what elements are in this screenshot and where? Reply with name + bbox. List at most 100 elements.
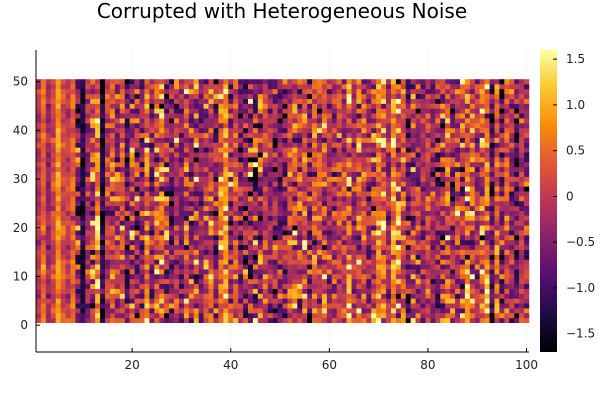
heatmap-cell bbox=[208, 123, 214, 129]
heatmap-cell bbox=[519, 303, 525, 309]
heatmap-cell bbox=[450, 123, 456, 129]
heatmap-cell bbox=[267, 127, 273, 134]
heatmap-cell bbox=[410, 123, 416, 129]
heatmap-cell bbox=[519, 127, 525, 134]
heatmap-cell bbox=[410, 254, 416, 260]
heatmap-cell bbox=[464, 152, 471, 158]
heatmap-cell bbox=[435, 137, 441, 143]
heatmap-cell bbox=[45, 113, 52, 119]
heatmap-cell bbox=[124, 235, 130, 241]
heatmap-cell bbox=[287, 98, 293, 104]
heatmap-cell bbox=[410, 181, 416, 187]
heatmap-cell bbox=[183, 269, 190, 275]
heatmap-cell bbox=[312, 259, 318, 265]
heatmap-cell bbox=[40, 274, 47, 280]
heatmap-cell bbox=[297, 235, 303, 241]
heatmap-cell bbox=[267, 196, 273, 202]
heatmap-cell bbox=[262, 147, 268, 153]
heatmap-cell bbox=[509, 127, 515, 134]
heatmap-cell bbox=[139, 166, 145, 173]
heatmap-cell bbox=[198, 171, 204, 177]
heatmap-cell bbox=[361, 152, 367, 158]
heatmap-cell bbox=[134, 79, 140, 85]
heatmap-cell bbox=[312, 98, 318, 104]
heatmap-cell bbox=[262, 98, 268, 104]
heatmap-cell bbox=[139, 313, 145, 319]
heatmap-cell bbox=[405, 220, 411, 226]
heatmap-cell bbox=[287, 288, 293, 294]
heatmap-cell bbox=[267, 137, 273, 143]
heatmap-cell bbox=[425, 196, 431, 202]
heatmap-cell bbox=[40, 152, 47, 158]
heatmap-cell bbox=[455, 118, 461, 124]
heatmap-cell bbox=[361, 230, 367, 236]
heatmap-cell bbox=[504, 171, 510, 177]
heatmap-cell bbox=[233, 215, 239, 221]
heatmap-cell bbox=[178, 176, 185, 182]
heatmap-cell bbox=[60, 225, 66, 231]
heatmap-cell bbox=[188, 210, 195, 216]
heatmap-cell bbox=[351, 274, 357, 280]
heatmap-cell bbox=[464, 196, 471, 202]
heatmap-cell bbox=[109, 123, 116, 129]
heatmap-cell bbox=[85, 171, 91, 177]
heatmap-cell bbox=[100, 205, 106, 211]
heatmap-cell bbox=[435, 84, 441, 90]
heatmap-cell bbox=[282, 157, 288, 163]
heatmap-cell bbox=[489, 132, 495, 138]
heatmap-cell bbox=[149, 215, 155, 221]
heatmap-cell bbox=[312, 186, 318, 192]
heatmap-cell bbox=[435, 88, 441, 95]
heatmap-cell bbox=[450, 79, 456, 85]
heatmap-cell bbox=[386, 166, 392, 173]
heatmap-cell bbox=[341, 162, 347, 168]
heatmap-cell bbox=[415, 147, 421, 153]
heatmap-cell bbox=[395, 220, 402, 226]
heatmap-cell bbox=[361, 313, 367, 319]
heatmap-cell bbox=[90, 215, 96, 221]
heatmap-cell bbox=[331, 303, 337, 309]
heatmap-cell bbox=[267, 269, 273, 275]
heatmap-cell bbox=[356, 259, 362, 265]
heatmap-cell bbox=[95, 137, 101, 143]
heatmap-cell bbox=[159, 303, 165, 309]
heatmap-cell bbox=[356, 264, 362, 270]
heatmap-cell bbox=[65, 283, 71, 289]
heatmap-cell bbox=[124, 215, 130, 221]
heatmap-cell bbox=[193, 176, 199, 182]
heatmap-cell bbox=[213, 108, 219, 114]
heatmap-cell bbox=[435, 108, 441, 114]
heatmap-cell bbox=[336, 317, 342, 324]
heatmap-cell bbox=[164, 235, 170, 241]
heatmap-cell bbox=[228, 244, 234, 250]
heatmap-cell bbox=[65, 123, 71, 129]
heatmap-cell bbox=[257, 225, 264, 231]
heatmap-cell bbox=[410, 171, 416, 177]
heatmap-cell bbox=[188, 308, 195, 314]
heatmap-cell bbox=[90, 176, 96, 182]
heatmap-cell bbox=[479, 303, 485, 309]
heatmap-cell bbox=[366, 283, 372, 289]
heatmap-cell bbox=[455, 157, 461, 163]
heatmap-cell bbox=[469, 244, 476, 250]
heatmap-cell bbox=[267, 205, 273, 211]
heatmap-cell bbox=[445, 113, 451, 119]
heatmap-cell bbox=[464, 186, 471, 192]
heatmap-cell bbox=[169, 308, 175, 314]
heatmap-cell bbox=[85, 220, 91, 226]
heatmap-cell bbox=[425, 239, 431, 246]
heatmap-cell bbox=[188, 186, 195, 192]
heatmap-cell bbox=[139, 201, 145, 207]
heatmap-cell bbox=[514, 259, 520, 265]
heatmap-cell bbox=[193, 283, 199, 289]
heatmap-cell bbox=[455, 225, 461, 231]
heatmap-cell bbox=[307, 210, 313, 216]
heatmap-cell bbox=[459, 293, 466, 299]
heatmap-cell bbox=[144, 239, 150, 246]
heatmap-cell bbox=[154, 181, 160, 187]
heatmap-cell bbox=[228, 317, 234, 324]
heatmap-cell bbox=[405, 79, 411, 85]
heatmap-cell bbox=[198, 269, 204, 275]
heatmap-cell bbox=[479, 181, 485, 187]
heatmap-cell bbox=[183, 127, 190, 134]
